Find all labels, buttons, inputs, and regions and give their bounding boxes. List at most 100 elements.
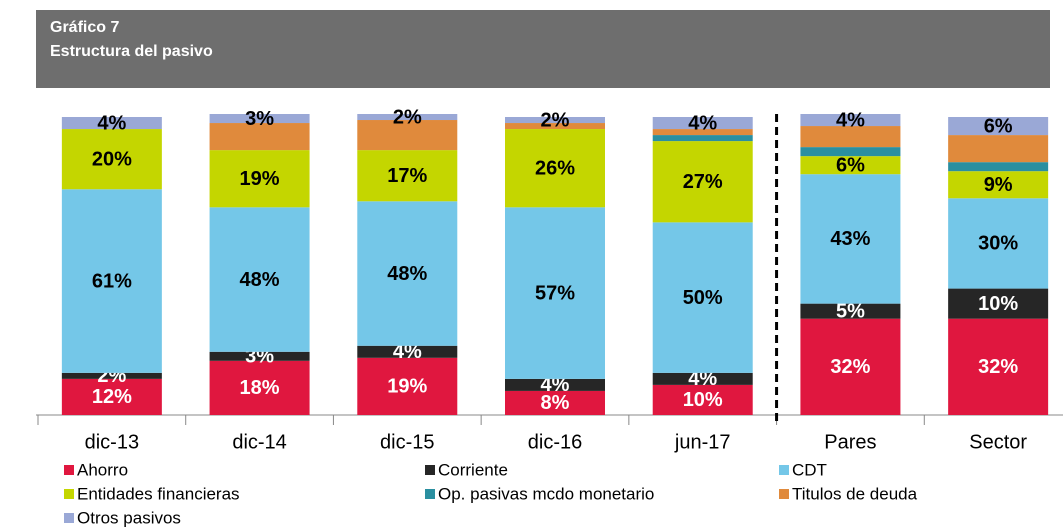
bar-segment (357, 201, 458, 346)
bar-segment (209, 351, 310, 361)
bar-segment (505, 129, 605, 208)
bar-segment (800, 174, 901, 304)
data-label: 12% (92, 386, 132, 408)
bar-segment (209, 360, 310, 415)
data-label: 5% (836, 300, 865, 322)
data-label: 4% (393, 341, 422, 363)
bar-segment (800, 156, 901, 175)
bar-segment (357, 345, 458, 358)
bar-segment (652, 222, 753, 373)
x-tick-label: dic-13 (85, 431, 139, 453)
chart-subtitle: Estructura del pasivo (50, 43, 213, 60)
legend-swatch (64, 465, 74, 475)
bar-segment (209, 114, 310, 124)
data-label: 48% (240, 269, 280, 291)
bar-segment (948, 318, 1049, 415)
bar-segment (652, 384, 753, 415)
data-label: 43% (830, 228, 870, 250)
data-label: 4% (688, 112, 717, 134)
x-tick-label: dic-15 (380, 431, 434, 453)
data-label: 27% (683, 171, 723, 193)
bar-segment (948, 162, 1049, 172)
data-label: 57% (535, 282, 575, 304)
bar-segment (948, 288, 1049, 319)
bar-segment (61, 378, 162, 415)
legend-swatch (64, 513, 74, 523)
data-label: 4% (541, 374, 570, 396)
legend-swatch (425, 465, 435, 475)
legend-label: Titulos de deuda (792, 484, 918, 503)
data-label: 8% (541, 392, 570, 414)
bar-segment (948, 117, 1049, 136)
bar-segment (652, 117, 753, 130)
legend-label: Entidades financieras (77, 484, 240, 503)
legend-label: CDT (792, 460, 827, 479)
legend-label: Corriente (438, 460, 508, 479)
legend-label: Otros pasivos (77, 508, 181, 527)
data-label: 10% (683, 389, 723, 411)
data-label: 17% (387, 165, 427, 187)
legend-swatch (779, 465, 789, 475)
bar-segment (948, 171, 1049, 199)
legend-label: Ahorro (77, 460, 128, 479)
data-label: 2% (393, 106, 422, 128)
data-label: 18% (240, 377, 280, 399)
data-label: 19% (240, 168, 280, 190)
legend-label: Op. pasivas mcdo monetario (438, 484, 654, 503)
legend-swatch (779, 489, 789, 499)
chart-title: Gráfico 7 (50, 19, 119, 36)
data-label: 9% (984, 174, 1013, 196)
bar-segment (652, 135, 753, 142)
data-label: 19% (387, 376, 427, 398)
data-label: 30% (978, 233, 1018, 255)
bar-segment (209, 123, 310, 151)
bar-segment (800, 318, 901, 415)
bar-segment (652, 129, 753, 136)
bar-segment (357, 114, 458, 121)
bar-segment (948, 198, 1049, 289)
data-label: 3% (245, 108, 274, 130)
data-label: 4% (836, 109, 865, 131)
bar-segment (505, 390, 605, 415)
bar-segment (61, 372, 162, 379)
data-label: 6% (836, 154, 865, 176)
bar-segment (800, 147, 901, 157)
legend-swatch (64, 489, 74, 499)
bar-segment (800, 114, 901, 127)
bar-segment (357, 120, 458, 151)
bar-segment (505, 378, 605, 391)
data-label: 26% (535, 157, 575, 179)
data-label: 32% (830, 356, 870, 378)
data-label: 50% (683, 287, 723, 309)
bar-segment (209, 207, 310, 352)
data-label: 6% (984, 115, 1013, 137)
bar-segment (209, 150, 310, 208)
x-tick-label: Sector (969, 431, 1027, 453)
bar-segment (948, 135, 1049, 163)
bar-segment (357, 357, 458, 415)
data-label: 48% (387, 263, 427, 285)
x-tick-label: dic-14 (232, 431, 286, 453)
data-label: 10% (978, 293, 1018, 315)
bar-segment (61, 117, 162, 130)
data-label: 4% (688, 368, 717, 390)
bar-segment (652, 372, 753, 385)
bar-segment (800, 303, 901, 319)
data-label: 61% (92, 270, 132, 292)
bar-segment (505, 117, 605, 124)
data-label: 20% (92, 148, 132, 170)
data-label: 32% (978, 356, 1018, 378)
bar-segment (505, 207, 605, 379)
x-tick-label: jun-17 (674, 431, 731, 453)
bar-segment (505, 123, 605, 130)
x-tick-label: Pares (824, 431, 876, 453)
bar-segment (61, 189, 162, 373)
x-tick-label: dic-16 (528, 431, 582, 453)
bar-segment (800, 126, 901, 148)
header-band (36, 10, 1050, 88)
data-label: 4% (97, 112, 126, 134)
bar-segment (357, 150, 458, 202)
bar-segment (61, 129, 162, 190)
